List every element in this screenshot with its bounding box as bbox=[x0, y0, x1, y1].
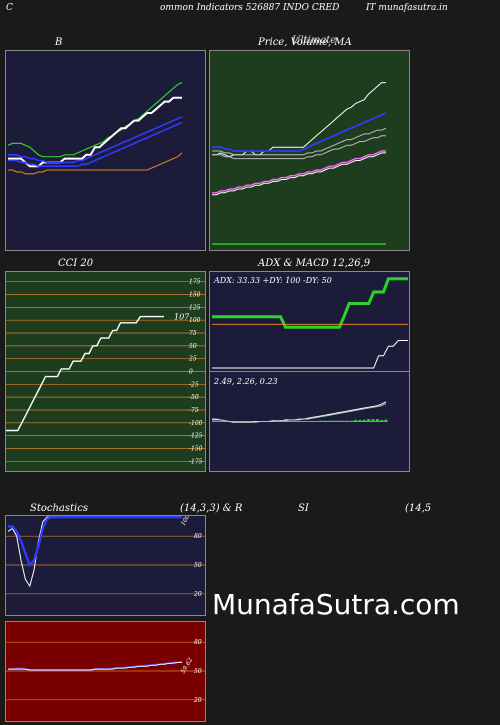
cci-panel: 175 150 125 100 75 50 25 0 -25 -50 -75 -100 -125 -150… bbox=[5, 271, 206, 472]
cci-tick-label: 100 bbox=[189, 317, 201, 324]
price-ma-title: Price, Volume, MA bbox=[258, 37, 352, 48]
price-ma-title-overlap: Ultimate bbox=[292, 35, 337, 46]
adx-chart: ADX: 33.33 +DY: 100 -DY: 50 bbox=[210, 272, 409, 371]
adx-panel: ADX: 33.33 +DY: 100 -DY: 50 bbox=[209, 271, 410, 372]
panel-background bbox=[210, 272, 409, 371]
stoch-title-2: SI bbox=[298, 503, 309, 514]
adx-label: ADX: 33.33 +DY: 100 -DY: 50 bbox=[213, 276, 332, 285]
price-ma-series-1 bbox=[212, 112, 387, 152]
adx-macd-title: ADX & MACD 12,26,9 bbox=[258, 258, 371, 269]
price-ma-panel bbox=[209, 50, 410, 251]
macd-label: 2.49, 2.26, 0.23 bbox=[213, 377, 278, 386]
rsi-tick-label: 50 bbox=[194, 668, 202, 675]
macd-panel: 2.49, 2.26, 0.23 bbox=[209, 371, 410, 472]
stoch-last-value-label: 100 bbox=[180, 516, 192, 527]
stoch-title-0: Stochastics bbox=[30, 503, 88, 514]
cci-chart: 175 150 125 100 75 50 25 0 -25 -50 -75 -100 -125 -150… bbox=[6, 272, 205, 471]
price-ma-series-2 bbox=[212, 127, 387, 156]
macd-histogram-bar bbox=[358, 419, 362, 422]
macd-chart: 2.49, 2.26, 0.23 bbox=[210, 372, 409, 471]
cci-tick-label: -175 bbox=[189, 458, 203, 465]
header-left: C bbox=[6, 3, 13, 13]
bollinger-title: B bbox=[55, 37, 63, 48]
macd-histogram-bar bbox=[362, 419, 366, 422]
price-ma-chart bbox=[210, 51, 409, 250]
macd-histogram-bar bbox=[380, 419, 384, 422]
bollinger-series-3 bbox=[8, 121, 183, 167]
cci-tick-label: -150 bbox=[189, 445, 203, 452]
stoch-tick-label: 20 bbox=[193, 591, 202, 598]
cci-title: CCI 20 bbox=[58, 258, 94, 269]
rsi-tick-label: 80 bbox=[194, 639, 202, 646]
cci-tick-label: 175 bbox=[189, 279, 201, 286]
adx-series-2 bbox=[212, 340, 408, 369]
stochastics-panel: 80 50 20 100 bbox=[5, 515, 206, 616]
cci-tick-label: -125 bbox=[189, 433, 203, 440]
rsi-tick-label: 20 bbox=[193, 697, 202, 704]
bollinger-series-0 bbox=[7, 82, 183, 158]
cci-last-value-label: 107 bbox=[174, 313, 190, 322]
panel-background bbox=[6, 622, 205, 721]
stochastics-series-1 bbox=[8, 516, 182, 568]
stochastics-chart: 80 50 20 100 bbox=[6, 516, 205, 615]
cci-tick-label: 0 bbox=[189, 369, 193, 376]
watermark: MunafaSutra.com bbox=[212, 588, 460, 621]
macd-histogram-bar bbox=[367, 419, 371, 422]
header-middle: ommon Indicators 526887 INDO CRED bbox=[160, 3, 340, 13]
price-ma-series-4 bbox=[212, 150, 386, 194]
cci-tick-label: -100 bbox=[189, 420, 203, 427]
rsi-series-1 bbox=[8, 661, 182, 671]
macd-histogram-bar bbox=[384, 419, 388, 422]
rsi-panel: 80 50 20 59.62 bbox=[5, 621, 206, 722]
cci-tick-label: 75 bbox=[189, 330, 197, 337]
cci-tick-label: -75 bbox=[189, 407, 199, 414]
price-ma-series-3 bbox=[212, 135, 386, 160]
stoch-tick-label: 50 bbox=[194, 562, 202, 569]
header-right: IT munafasutra.in bbox=[366, 3, 448, 13]
cci-tick-label: 50 bbox=[189, 343, 197, 350]
bollinger-series-2 bbox=[8, 116, 183, 164]
cci-tick-label: -25 bbox=[189, 381, 199, 388]
panel-background bbox=[6, 516, 205, 615]
cci-tick-label: -50 bbox=[189, 394, 199, 401]
cci-series-0 bbox=[6, 315, 164, 432]
stoch-tick-label: 80 bbox=[194, 533, 202, 540]
macd-histogram-bar bbox=[354, 419, 358, 422]
adx-series-0 bbox=[212, 277, 408, 329]
cci-tick-label: 25 bbox=[188, 356, 197, 363]
bollinger-series-4 bbox=[8, 152, 183, 175]
price-ma-series-5 bbox=[212, 152, 386, 196]
cci-tick-label: 150 bbox=[189, 292, 201, 299]
bollinger-chart bbox=[6, 51, 205, 250]
macd-histogram-bar bbox=[371, 419, 375, 422]
bollinger-panel bbox=[5, 50, 206, 251]
cci-tick-label: 125 bbox=[189, 304, 201, 311]
stoch-title-1: (14,3,3) & R bbox=[180, 503, 243, 514]
macd-series-2 bbox=[212, 403, 387, 423]
stoch-title-3: (14,5 bbox=[405, 503, 432, 514]
macd-histogram-bar bbox=[375, 419, 379, 422]
